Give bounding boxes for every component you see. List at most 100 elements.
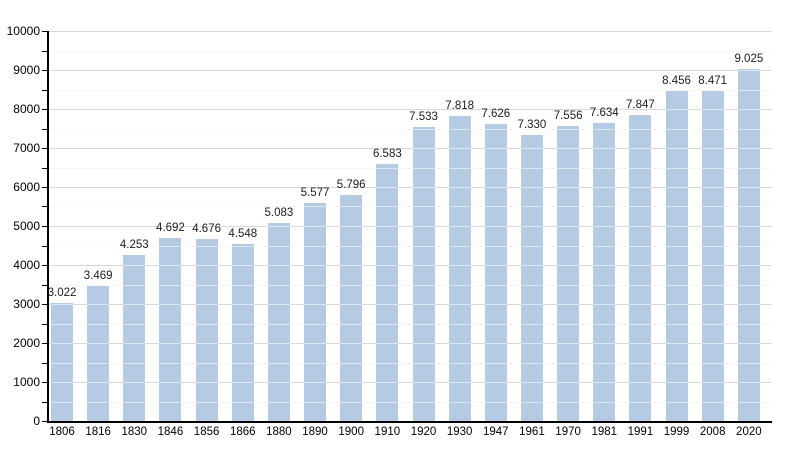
x-axis-label: 1947	[483, 426, 509, 438]
gridline-minor-overlay	[49, 246, 772, 247]
y-axis-tick	[42, 90, 47, 91]
bar-1806	[51, 303, 73, 421]
gridline-minor-overlay	[49, 324, 772, 325]
bar-1830	[123, 255, 146, 421]
x-axis-line	[47, 421, 772, 423]
gridline-minor-overlay	[49, 402, 772, 403]
gridline-minor-overlay	[49, 363, 772, 364]
bar-2008	[701, 91, 724, 421]
x-axis-label: 1910	[374, 426, 401, 438]
y-axis-tick	[42, 51, 47, 52]
bar-1900	[340, 195, 363, 421]
y-axis-tick	[42, 148, 47, 149]
bar-1991	[629, 115, 652, 421]
y-axis-label: 10000	[6, 24, 40, 38]
bar-value-label: 6.583	[372, 148, 402, 160]
bar-value-label: 5.577	[300, 187, 330, 199]
y-axis-tick	[42, 246, 47, 247]
y-axis-label: 1000	[13, 375, 40, 389]
x-axis-label: 1830	[121, 426, 148, 438]
bar-value-label: 3.022	[47, 287, 77, 299]
y-axis-label: 6000	[13, 180, 40, 194]
bar-value-label: 4.692	[156, 222, 185, 234]
x-axis-label: 1866	[229, 426, 256, 438]
y-axis-tick	[42, 304, 47, 305]
bar-value-label: 4.676	[192, 223, 221, 235]
bar-value-label: 3.469	[83, 270, 113, 282]
bar-value-label: 9.025	[734, 53, 764, 65]
x-axis-label: 1856	[193, 426, 220, 438]
gridline-major-overlay	[49, 226, 772, 227]
y-axis-tick	[42, 265, 47, 266]
y-axis-label: 9000	[13, 63, 40, 77]
y-axis-tick	[42, 324, 47, 325]
gridline-minor-overlay	[49, 168, 772, 169]
x-axis-label: 1920	[410, 426, 437, 438]
y-axis-label: 4000	[13, 258, 40, 272]
bar-1846	[159, 238, 182, 421]
x-axis-label: 2008	[699, 426, 726, 438]
y-axis-tick	[42, 382, 47, 383]
x-axis-label: 1806	[49, 426, 75, 438]
y-axis-tick	[42, 402, 47, 403]
y-axis-tick	[42, 109, 47, 110]
bar-value-label: 7.818	[445, 100, 475, 112]
bar-1930	[448, 116, 471, 421]
gridline-minor-overlay	[49, 51, 772, 52]
y-axis-tick	[42, 343, 47, 344]
plot-area: 3.022 3.469 4.253 4.692 4.676 4.548 5.083 5.577…	[42, 31, 772, 423]
bar-1970	[557, 126, 580, 421]
bar-1920	[412, 127, 435, 421]
bar-value-label: 8.471	[698, 75, 728, 87]
bar-value-label: 7.634	[589, 107, 619, 119]
x-axis-label: 1930	[446, 426, 473, 438]
x-axis-label: 2020	[736, 426, 762, 438]
x-axis-label: 1970	[555, 426, 581, 438]
x-axis-label: 1991	[627, 426, 654, 438]
gridline-major-overlay	[49, 70, 772, 71]
bar-1961	[520, 135, 543, 421]
y-axis-label: 0	[33, 414, 40, 428]
bar-1866	[231, 244, 254, 421]
bar-1890	[304, 203, 327, 421]
bar-1981	[593, 123, 616, 421]
bar-1856	[195, 239, 218, 421]
bar-value-label: 4.253	[119, 239, 149, 251]
gridline-major-overlay	[49, 382, 772, 383]
bar-value-label: 7.847	[626, 99, 655, 111]
bar-value-label: 8.456	[662, 75, 691, 87]
x-axis-label: 1880	[266, 426, 292, 438]
bar-1947	[484, 124, 507, 421]
bar-value-label: 7.626	[481, 108, 511, 120]
bar-2020	[737, 69, 760, 421]
gridline-minor-overlay	[49, 206, 772, 207]
gridline-minor-overlay	[49, 90, 772, 91]
y-axis-tick	[42, 421, 47, 422]
bar-value-label: 4.548	[228, 228, 258, 240]
gridline-major-overlay	[49, 148, 772, 149]
y-axis-label: 8000	[13, 102, 40, 116]
y-axis-tick	[42, 363, 47, 364]
y-axis-tick	[42, 187, 47, 188]
y-axis-tick	[42, 285, 47, 286]
y-axis-label: 3000	[13, 297, 40, 311]
x-axis-label: 1900	[338, 426, 364, 438]
bar-value-label: 5.083	[264, 207, 294, 219]
y-axis-tick	[42, 31, 47, 32]
y-axis-line	[47, 31, 49, 423]
bar-value-label: 5.796	[336, 179, 366, 191]
x-axis-label: 1846	[157, 426, 184, 438]
bar-1999	[665, 91, 688, 421]
y-axis-tick	[42, 129, 47, 130]
bar-1910	[376, 164, 399, 421]
y-axis-tick	[42, 226, 47, 227]
bar-value-label: 7.556	[553, 110, 583, 122]
gridline-major-overlay	[49, 187, 772, 188]
y-axis-label: 5000	[13, 219, 40, 233]
gridline-major-overlay	[49, 343, 772, 344]
bar-1816	[87, 286, 110, 421]
x-axis-label: 1981	[591, 426, 618, 438]
gridline-major-overlay	[49, 265, 772, 266]
gridline-minor-overlay	[49, 129, 772, 130]
